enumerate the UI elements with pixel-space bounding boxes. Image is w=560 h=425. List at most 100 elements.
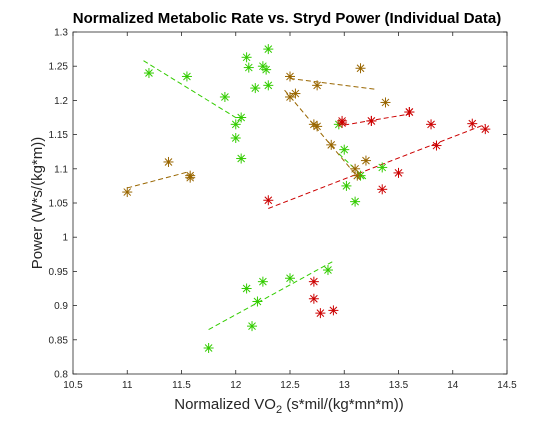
- data-point: [339, 144, 350, 155]
- y-tick-label: 0.9: [54, 301, 68, 312]
- marker-stroke: [264, 81, 273, 90]
- x-tick-label: 11.5: [172, 380, 191, 391]
- data-point: [341, 180, 352, 191]
- data-point: [230, 133, 241, 144]
- y-tick-label: 1.3: [54, 28, 68, 39]
- x-tick-label: 11: [122, 380, 133, 391]
- data-point: [241, 283, 252, 294]
- marker-stroke: [394, 169, 403, 177]
- trend-line: [268, 123, 486, 209]
- data-point: [241, 52, 252, 63]
- marker-stroke: [264, 196, 273, 205]
- marker-stroke: [468, 119, 477, 128]
- data-point: [312, 80, 323, 91]
- data-point: [263, 195, 274, 206]
- y-tick-label: 1.1: [54, 164, 68, 175]
- chart-title: Normalized Metabolic Rate vs. Stryd Powe…: [73, 10, 501, 27]
- marker-stroke: [286, 274, 294, 283]
- data-point: [285, 273, 295, 284]
- data-point: [143, 68, 154, 79]
- marker-stroke: [310, 277, 318, 286]
- marker-stroke: [231, 134, 240, 142]
- data-point: [312, 121, 323, 132]
- y-tick-label: 1.05: [49, 199, 69, 210]
- data-point: [326, 139, 337, 150]
- data-point: [285, 91, 295, 102]
- marker-stroke: [310, 294, 318, 303]
- marker-stroke: [231, 120, 240, 129]
- y-tick-label: 0.85: [49, 335, 69, 346]
- data-point: [355, 63, 366, 74]
- marker-stroke: [405, 108, 414, 116]
- x-axis: 10.5 11 11.5 12 12.5 13 13.5 14 14.5: [63, 32, 517, 391]
- marker-stroke: [340, 145, 349, 154]
- y-axis-label: Power (W*s/(kg*m)): [29, 137, 46, 270]
- data-point: [263, 44, 274, 55]
- y-tick-label: 0.8: [54, 370, 68, 381]
- data-point: [203, 343, 214, 354]
- marker-stroke: [186, 173, 195, 182]
- data-point: [350, 196, 361, 207]
- data-point: [352, 170, 363, 181]
- marker-stroke: [145, 69, 153, 77]
- marker-stroke: [378, 185, 387, 194]
- marker-stroke: [221, 93, 229, 101]
- marker-stroke: [313, 122, 321, 131]
- y-tick-label: 1.25: [49, 62, 69, 73]
- marker-stroke: [356, 64, 365, 73]
- data-point: [250, 83, 261, 94]
- data-point: [480, 124, 491, 135]
- data-point: [181, 71, 192, 82]
- data-point: [247, 321, 258, 332]
- x-axis-label: Normalized VO2 (s*mil/(kg*mn*m)): [174, 396, 404, 416]
- data-point: [285, 71, 295, 82]
- marker-stroke: [123, 188, 132, 196]
- x-tick-label: 12.5: [280, 380, 300, 391]
- data-point: [322, 265, 333, 276]
- data-point: [315, 308, 326, 319]
- data-point: [431, 140, 442, 151]
- data-point: [377, 162, 388, 173]
- data-points: [122, 44, 491, 354]
- marker-stroke: [381, 98, 390, 107]
- y-tick-label: 1.15: [49, 130, 69, 141]
- data-point: [337, 117, 348, 128]
- marker-stroke: [342, 182, 351, 190]
- y-tick-label: 0.95: [49, 267, 69, 278]
- marker-stroke: [183, 72, 191, 81]
- marker-stroke: [310, 120, 318, 129]
- data-point: [243, 62, 254, 73]
- marker-stroke: [353, 171, 362, 180]
- marker-stroke: [286, 93, 294, 101]
- x-tick-label: 14.5: [497, 380, 517, 391]
- data-point: [366, 115, 377, 126]
- marker-stroke: [324, 266, 332, 274]
- data-point: [380, 97, 391, 108]
- marker-stroke: [327, 141, 336, 149]
- marker-stroke: [264, 45, 273, 53]
- trend-line: [289, 78, 377, 90]
- marker-stroke: [286, 72, 294, 81]
- data-point: [393, 167, 404, 178]
- marker-stroke: [351, 164, 359, 173]
- marker-stroke: [242, 284, 251, 293]
- data-point: [236, 153, 247, 164]
- marker-stroke: [351, 197, 359, 206]
- data-point: [290, 88, 301, 99]
- data-point: [263, 80, 274, 91]
- x-tick-label: 13.5: [389, 380, 409, 391]
- x-tick-label: 14: [447, 380, 459, 391]
- data-point: [163, 156, 174, 167]
- data-point: [404, 107, 415, 118]
- marker-stroke: [237, 113, 246, 122]
- marker-stroke: [329, 306, 338, 315]
- data-point: [252, 296, 263, 307]
- trend-line: [284, 89, 361, 181]
- data-point: [360, 155, 371, 166]
- data-point: [236, 112, 247, 123]
- data-point: [467, 118, 478, 129]
- data-point: [261, 64, 272, 75]
- data-point: [308, 293, 319, 304]
- marker-stroke: [262, 65, 270, 74]
- marker-stroke: [378, 163, 387, 172]
